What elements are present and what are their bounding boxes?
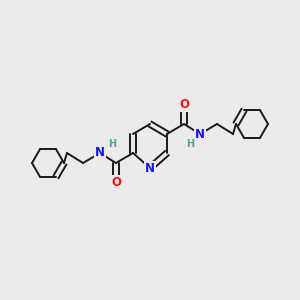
Text: H: H	[108, 139, 116, 149]
Text: O: O	[111, 176, 121, 188]
Text: N: N	[195, 128, 205, 140]
Text: N: N	[95, 146, 105, 160]
Text: N: N	[145, 161, 155, 175]
Text: O: O	[179, 98, 189, 112]
Text: H: H	[186, 139, 194, 149]
